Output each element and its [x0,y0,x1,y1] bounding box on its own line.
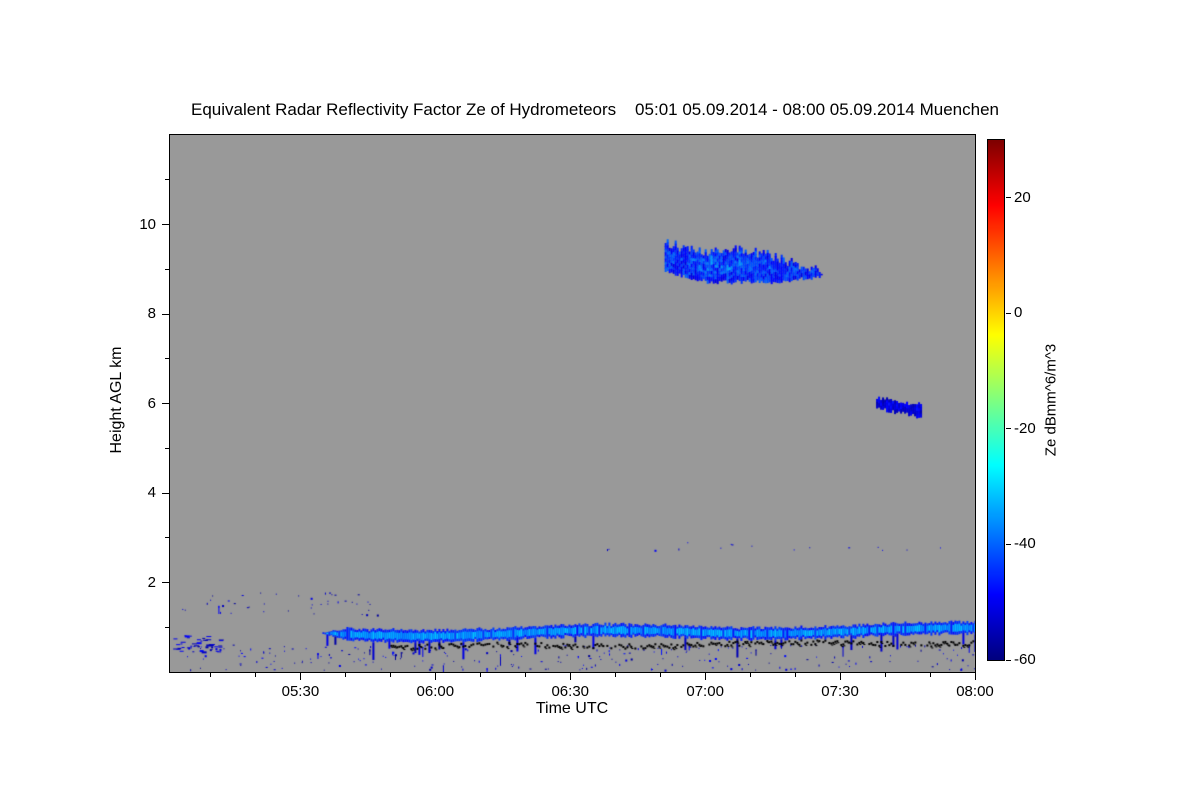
plot-frame [169,134,976,673]
reflectivity-heatmap-canvas [170,135,975,672]
x-axis-minor-tick [209,673,211,677]
x-axis-minor-tick [254,673,256,677]
colorbar-tick [1006,197,1011,199]
x-axis-minor-tick [929,673,931,677]
y-axis-tick [162,582,169,583]
x-axis-minor-tick [884,673,886,677]
x-axis-tick-label: 05:30 [281,683,320,700]
colorbar-tick [1006,312,1011,314]
colorbar-frame [987,139,1005,661]
y-axis-minor-tick [165,268,169,270]
x-axis-tick [569,673,571,680]
x-axis-tick [704,673,706,680]
y-axis-tick-label: 8 [147,305,156,322]
x-axis-tick [839,673,841,680]
y-axis-tick-label: 2 [147,573,156,591]
colorbar-tick-label: -40 [1014,535,1036,553]
x-axis-tick-label: 07:30 [821,683,859,700]
x-axis-tick-label: 06:30 [551,683,590,700]
colorbar-tick-label: -20 [1014,419,1036,437]
x-axis-tick-label: 07:00 [686,683,724,700]
x-axis-minor-tick [794,673,796,677]
y-axis-tick-label: 4 [147,484,156,501]
colorbar-label: Ze dBmm^6/m^3 [1042,343,1060,457]
y-axis-tick-label: 6 [147,394,156,412]
x-axis-tick [299,673,301,680]
y-axis-minor-tick [165,358,169,360]
colorbar-tick-label: 0 [1014,304,1023,322]
y-axis-minor-tick [165,537,169,539]
x-axis-tick-label: 06:00 [416,683,455,700]
x-axis-tick-label: 08:00 [956,683,994,700]
x-axis-tick [434,673,436,680]
colorbar-tick [1006,543,1011,545]
x-axis-minor-tick [524,673,526,677]
y-axis-tick [162,313,169,315]
x-axis-minor-tick [614,673,616,677]
colorbar-tick-label: -60 [1014,651,1036,668]
y-axis-tick [162,224,169,225]
x-axis-tick [974,673,976,680]
colorbar-gradient-canvas [988,140,1004,660]
x-axis-minor-tick [479,673,481,677]
y-axis-minor-tick [165,447,169,449]
colorbar-tick-label: 20 [1014,188,1031,206]
y-axis-tick [162,403,169,404]
x-axis-label: Time UTC [535,700,609,717]
y-axis-tick-label: 10 [139,215,156,233]
colorbar-tick [1006,659,1011,661]
y-axis-minor-tick [165,179,169,181]
colorbar-tick [1006,428,1011,430]
y-axis-minor-tick [165,626,169,628]
x-axis-minor-tick [659,673,661,677]
x-axis-minor-tick [389,673,391,677]
x-axis-minor-tick [749,673,751,677]
y-axis-tick [162,492,169,494]
x-axis-minor-tick [344,673,346,677]
chart-title: Equivalent Radar Reflectivity Factor Ze … [191,100,999,119]
